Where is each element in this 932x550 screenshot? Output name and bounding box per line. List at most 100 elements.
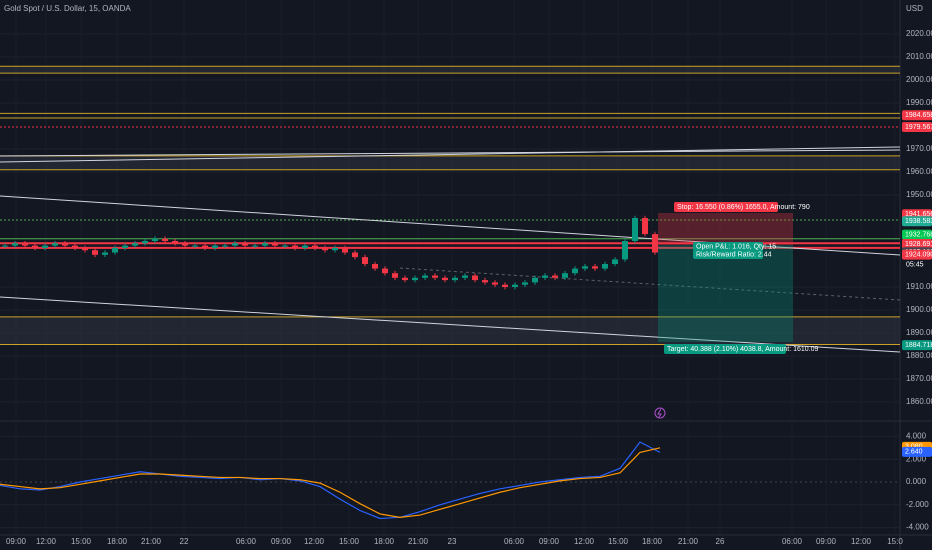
time-tick-label: 09:00 bbox=[271, 537, 292, 546]
time-tick-label: 18:00 bbox=[374, 537, 395, 546]
countdown: 05:45 bbox=[906, 261, 924, 268]
macd-tick-label: 4.000 bbox=[906, 432, 927, 441]
candle bbox=[532, 277, 538, 283]
price-label-bg bbox=[902, 239, 932, 250]
candle bbox=[472, 275, 478, 281]
price-tick-label: 1950.000 bbox=[906, 190, 932, 199]
candle bbox=[52, 243, 58, 246]
time-tick-label: 12:00 bbox=[574, 537, 595, 546]
time-tick-label: 18:00 bbox=[642, 537, 663, 546]
candle bbox=[572, 268, 578, 274]
time-tick-label: 15:00 bbox=[71, 537, 92, 546]
candle bbox=[82, 247, 88, 251]
candle bbox=[242, 243, 248, 246]
price-tick-label: 1860.000 bbox=[906, 397, 932, 406]
trend-line bbox=[0, 146, 901, 163]
candle bbox=[322, 247, 328, 251]
candle bbox=[212, 245, 218, 248]
candle bbox=[352, 252, 358, 258]
time-tick-label: 09:00 bbox=[6, 537, 27, 546]
macd-tick-label: 2.000 bbox=[906, 454, 927, 463]
candle bbox=[62, 243, 68, 246]
time-tick-label: 15:00 bbox=[608, 537, 629, 546]
candle bbox=[422, 275, 428, 278]
candle bbox=[332, 247, 338, 251]
time-tick-label: 15:0 bbox=[887, 537, 903, 546]
zone bbox=[0, 66, 900, 74]
price-label: 1938.583 bbox=[905, 218, 932, 225]
candle bbox=[122, 245, 128, 248]
time-tick-label: 06:00 bbox=[236, 537, 257, 546]
open-pl-label-bg bbox=[693, 242, 763, 251]
ratio-label-bg bbox=[693, 250, 763, 259]
event-icon[interactable] bbox=[654, 407, 666, 419]
candle bbox=[642, 218, 648, 235]
macd-tick-label: 0.000 bbox=[906, 477, 927, 486]
candle bbox=[392, 273, 398, 278]
candle bbox=[412, 277, 418, 281]
price-tick-label: 2020.000 bbox=[906, 29, 932, 38]
macd-line bbox=[0, 441, 661, 520]
candle bbox=[162, 238, 168, 241]
candle bbox=[632, 218, 638, 241]
macd-tick-label: -4.000 bbox=[906, 523, 929, 532]
candle bbox=[22, 243, 28, 246]
candle bbox=[12, 243, 18, 246]
stop-zone bbox=[658, 213, 793, 245]
candle bbox=[512, 284, 518, 287]
candle bbox=[592, 266, 598, 269]
currency: USD bbox=[906, 4, 923, 13]
candle bbox=[72, 245, 78, 248]
price-label: 1924.090 bbox=[905, 251, 932, 258]
candle bbox=[282, 245, 288, 247]
price-tick-label: 1900.000 bbox=[906, 305, 932, 314]
candle bbox=[182, 243, 188, 246]
candle bbox=[502, 284, 508, 287]
zone bbox=[0, 316, 900, 345]
time-tick-label: 09:00 bbox=[816, 537, 837, 546]
price-tick-label: 2010.000 bbox=[906, 52, 932, 61]
candle bbox=[142, 241, 148, 244]
price-label-bg bbox=[902, 340, 932, 351]
price-tick-label: 1960.000 bbox=[906, 167, 932, 176]
target-label-bg bbox=[664, 344, 786, 354]
candle bbox=[262, 243, 268, 246]
candle bbox=[462, 275, 468, 278]
target-label: Target: 40.388 (2.10%) 4038.8, Amount: 1… bbox=[667, 346, 818, 353]
candle bbox=[402, 277, 408, 281]
macd-tick-label: -2.000 bbox=[906, 500, 929, 509]
time-tick-label: 26 bbox=[716, 537, 725, 546]
candle bbox=[552, 275, 558, 278]
candle bbox=[192, 245, 198, 247]
price-label-bg bbox=[902, 110, 932, 121]
candle bbox=[272, 243, 278, 246]
trend-line bbox=[0, 296, 901, 353]
candle bbox=[602, 264, 608, 269]
candle bbox=[152, 238, 158, 241]
candle bbox=[582, 266, 588, 269]
time-tick-label: 06:00 bbox=[782, 537, 803, 546]
candle bbox=[252, 245, 258, 247]
chart-title: Gold Spot / U.S. Dollar, 15, OANDA bbox=[4, 4, 131, 13]
time-tick-label: 15:00 bbox=[339, 537, 360, 546]
price-tick-label: 1870.000 bbox=[906, 374, 932, 383]
time-tick-label: 12:00 bbox=[36, 537, 57, 546]
candle bbox=[652, 234, 658, 253]
open-pl-label: Open P&L: 1.016, Qty: 15 bbox=[696, 243, 776, 250]
candle bbox=[612, 259, 618, 264]
candle bbox=[382, 268, 388, 274]
time-tick-label: 12:00 bbox=[851, 537, 872, 546]
candle bbox=[562, 273, 568, 278]
candle bbox=[432, 275, 438, 278]
candle bbox=[372, 264, 378, 269]
candle bbox=[32, 245, 38, 248]
candle bbox=[492, 282, 498, 285]
time-tick-label: 21:00 bbox=[141, 537, 162, 546]
candle bbox=[172, 241, 178, 244]
stop-label: Stop: 16.550 (0.86%) 1655.0, Amount: 790 bbox=[677, 204, 810, 211]
price-label: 1984.658 bbox=[905, 112, 932, 119]
candle bbox=[452, 277, 458, 281]
time-tick-label: 23 bbox=[448, 537, 457, 546]
candle bbox=[202, 245, 208, 248]
price-label-bg bbox=[902, 249, 932, 260]
